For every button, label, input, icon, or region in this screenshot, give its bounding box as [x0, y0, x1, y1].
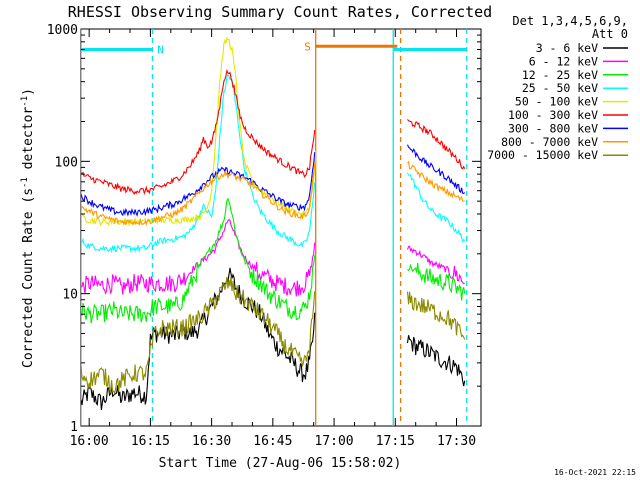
series-line-8 [81, 276, 466, 395]
generated-timestamp: 16-Oct-2021 22:15 [554, 468, 636, 477]
series-line-5 [81, 68, 466, 196]
legend-label-1: 6 - 12 keV [529, 54, 598, 68]
legend-label-6: 300 - 800 keV [508, 121, 598, 135]
x-tick-label: 16:15 [131, 434, 170, 449]
legend-label-2: 12 - 25 keV [522, 68, 598, 82]
legend-label-7: 800 - 7000 keV [501, 135, 598, 149]
x-tick-label: 16:30 [192, 434, 231, 449]
x-tick-label: 17:30 [437, 434, 476, 449]
flag-label-0: N [157, 43, 164, 56]
legend-label-3: 25 - 50 keV [522, 81, 598, 95]
x-tick-label: 16:45 [253, 434, 292, 449]
plot-frame [80, 28, 482, 427]
y-axis: 1 10 100 1000 [47, 23, 481, 435]
y-axis-label-main: Corrected Count Rate (s [21, 188, 36, 368]
x-axis-label: Start Time (27-Aug-06 15:58:02) [159, 456, 402, 471]
series-line-2 [81, 197, 466, 324]
series-lines [81, 36, 466, 410]
x-tick-label: 16:00 [70, 434, 109, 449]
y-tick-label: 1000 [47, 23, 78, 38]
legend-label-8: 7000 - 15000 keV [487, 148, 598, 162]
time-markers [81, 29, 468, 426]
legend-header-2: Att 0 [592, 27, 628, 41]
y-axis-label-sup2: -1 [20, 96, 30, 107]
y-tick-label: 100 [55, 155, 78, 170]
series-line-3 [81, 73, 466, 254]
y-axis-label-end: ) [21, 88, 36, 96]
y-axis-label-mid: detector [21, 107, 36, 178]
series-line-1 [81, 218, 465, 297]
series-line-0 [81, 267, 466, 410]
y-tick-label: 1 [70, 420, 78, 435]
legend-label-5: 100 - 300 keV [508, 108, 598, 122]
flag-label-1: S [304, 40, 311, 53]
legend-label-4: 50 - 100 keV [515, 95, 598, 109]
y-axis-label: Corrected Count Rate (s-1 detector-1) [20, 88, 36, 368]
legend-header-1: Det 1,3,4,5,6,9, [512, 14, 628, 28]
x-axis: 16:00 16:15 16:30 16:45 17:00 17:15 17:30 [70, 29, 476, 449]
y-tick-label: 10 [62, 288, 78, 303]
x-tick-label: 17:15 [376, 434, 415, 449]
chart-title: RHESSI Observing Summary Count Rates, Co… [68, 3, 492, 21]
series-line-6 [81, 144, 466, 217]
legend-label-0: 3 - 6 keV [536, 41, 598, 55]
series-line-7 [81, 160, 465, 227]
x-tick-label: 17:00 [314, 434, 353, 449]
series-line-4 [81, 36, 317, 228]
y-axis-label-sup1: -1 [20, 177, 30, 188]
